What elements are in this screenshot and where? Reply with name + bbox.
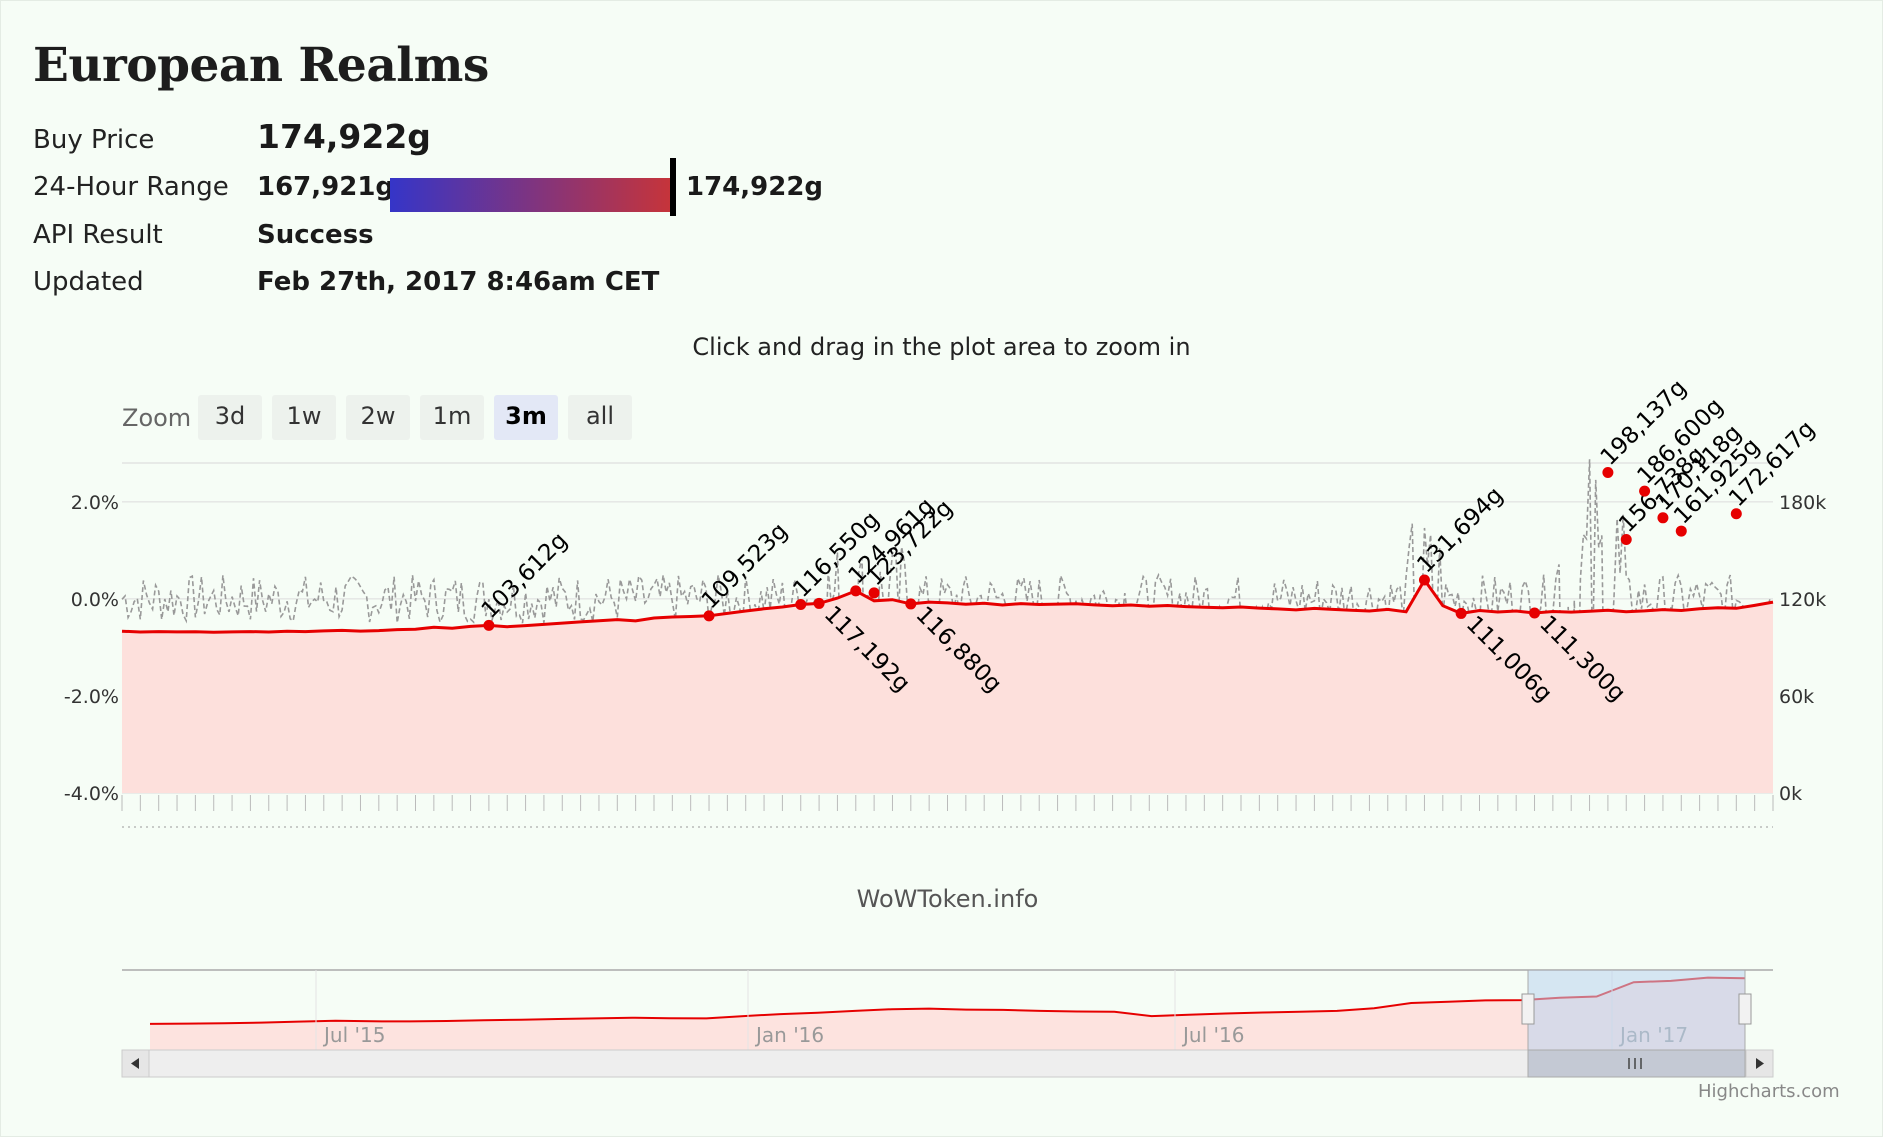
price-annotation-point[interactable] bbox=[703, 610, 715, 622]
zoom-3m-button[interactable]: 3m bbox=[494, 395, 558, 440]
price-annotation-point[interactable] bbox=[1620, 533, 1632, 545]
price-annotation-point[interactable] bbox=[1639, 485, 1651, 497]
zoom-2w-button[interactable]: 2w bbox=[346, 395, 410, 440]
price-annotation-point[interactable] bbox=[1657, 512, 1669, 524]
right-axis-tick-label: 120k bbox=[1779, 589, 1826, 611]
buy-price-label: Buy Price bbox=[33, 125, 155, 155]
api-result-label: API Result bbox=[33, 220, 163, 250]
price-annotation-point[interactable] bbox=[1675, 525, 1687, 537]
scroll-right-arrow-icon bbox=[1756, 1058, 1764, 1069]
navigator-area bbox=[150, 977, 1745, 1050]
price-annotation-point[interactable] bbox=[1418, 574, 1430, 586]
navigator-x-tick-label: Jul '16 bbox=[1181, 1023, 1244, 1047]
navigator-selection[interactable] bbox=[1527, 969, 1746, 1051]
range-label: 24-Hour Range bbox=[33, 172, 229, 202]
scroll-left-arrow-icon bbox=[131, 1058, 139, 1069]
zoom-3d-button[interactable]: 3d bbox=[198, 395, 262, 440]
navigator-line bbox=[149, 976, 1746, 1025]
price-series-line bbox=[121, 577, 1774, 634]
price-annotation-label: 131,694g bbox=[1412, 482, 1508, 578]
left-axis-tick-label: -2.0% bbox=[64, 686, 119, 708]
price-annotation-point[interactable] bbox=[850, 585, 862, 597]
range-low-value: 167,921g bbox=[257, 172, 395, 202]
buy-price-value: 174,922g bbox=[257, 117, 431, 156]
zoom-hint: Click and drag in the plot area to zoom … bbox=[692, 333, 1191, 361]
change-percent-series bbox=[121, 459, 1771, 750]
updated-label: Updated bbox=[33, 267, 144, 297]
chart-credit-text: WoWToken.info bbox=[856, 885, 1039, 913]
price-annotation-point[interactable] bbox=[1730, 508, 1742, 520]
right-axis-tick-label: 60k bbox=[1779, 686, 1814, 708]
zoom-all-button[interactable]: all bbox=[568, 395, 632, 440]
price-annotation-point[interactable] bbox=[813, 597, 825, 609]
price-annotation-label: 103,612g bbox=[477, 528, 573, 624]
navigator-x-tick-label: Jan '16 bbox=[754, 1023, 824, 1047]
navigator-handle[interactable] bbox=[1738, 993, 1752, 1025]
api-result-value: Success bbox=[257, 220, 374, 250]
price-area-fill bbox=[122, 580, 1773, 793]
price-annotation-point[interactable] bbox=[1455, 607, 1467, 619]
updated-value: Feb 27th, 2017 8:46am CET bbox=[257, 267, 660, 297]
zoom-1m-button[interactable]: 1m bbox=[420, 395, 484, 440]
price-annotation-point[interactable] bbox=[1602, 466, 1614, 478]
scrollbar-thumb[interactable] bbox=[1527, 1049, 1746, 1078]
highcharts-credit-link[interactable]: Highcharts.com bbox=[1698, 1081, 1840, 1102]
navigator-x-tick-label: Jul '15 bbox=[322, 1023, 385, 1047]
navigator-handle[interactable] bbox=[1521, 993, 1535, 1025]
price-annotation-point[interactable] bbox=[483, 619, 495, 631]
right-axis-tick-label: 0k bbox=[1779, 783, 1802, 805]
zoom-label: Zoom bbox=[122, 404, 192, 432]
left-axis-tick-label: 2.0% bbox=[71, 492, 119, 514]
zoom-1w-button[interactable]: 1w bbox=[272, 395, 336, 440]
left-axis-tick-label: -4.0% bbox=[64, 783, 119, 805]
range-high-value: 174,922g bbox=[686, 172, 824, 202]
scrollbar-track[interactable] bbox=[121, 1049, 1774, 1078]
price-annotation-point[interactable] bbox=[905, 598, 917, 610]
price-annotation-point[interactable] bbox=[795, 598, 807, 610]
range-gradient-bar bbox=[390, 178, 671, 212]
price-annotation-point[interactable] bbox=[868, 587, 880, 599]
right-axis-tick-label: 180k bbox=[1779, 492, 1826, 514]
range-current-marker bbox=[670, 158, 676, 216]
price-annotation-point[interactable] bbox=[1529, 607, 1541, 619]
left-axis-tick-label: 0.0% bbox=[71, 589, 119, 611]
page-title: European Realms bbox=[33, 38, 489, 93]
